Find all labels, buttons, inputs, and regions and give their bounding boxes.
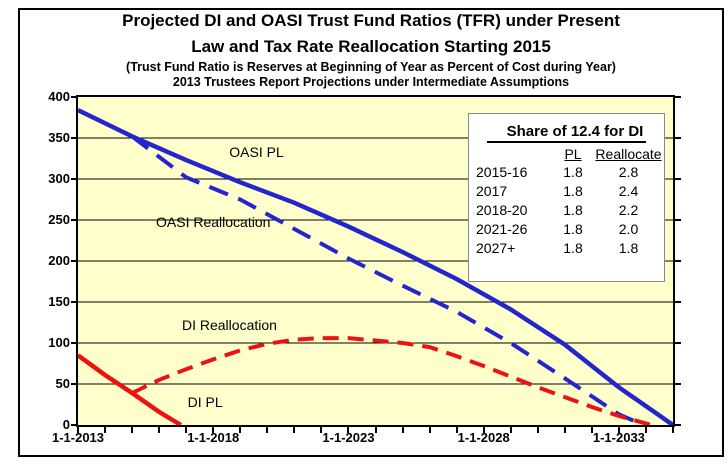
y-axis-tick-right xyxy=(675,424,681,426)
series-oasi-pl xyxy=(78,108,673,425)
x-axis-tick xyxy=(482,427,485,433)
y-axis-tick-left xyxy=(71,96,78,98)
inset-table-row: 2027+ 1.8 1.8 xyxy=(472,239,663,258)
y-axis-tick-right xyxy=(675,219,681,221)
y-axis-tick-right xyxy=(675,383,681,385)
y-axis-tick-right xyxy=(675,96,681,98)
inset-cell-reallocate: 2.8 xyxy=(618,164,639,180)
y-axis-tick-left xyxy=(71,383,78,385)
x-axis-tick xyxy=(672,427,674,433)
inset-table-row: 2015-16 1.8 2.8 xyxy=(472,163,663,182)
y-axis-tick-right xyxy=(675,342,681,344)
chart-title-line1: Projected DI and OASI Trust Fund Ratios … xyxy=(122,11,620,30)
inset-cell-period: 2027+ xyxy=(476,240,516,256)
y-axis-label: 200 xyxy=(48,253,70,268)
x-axis-tick xyxy=(293,427,296,433)
x-axis-label: 1-1-2023 xyxy=(322,430,375,445)
chart-subtitle-line1: (Trust Fund Ratio is Reserves at Beginni… xyxy=(126,60,616,74)
x-axis-tick xyxy=(104,427,107,433)
x-axis-tick xyxy=(509,427,512,433)
inset-table-title: Share of 12.4 for DI xyxy=(469,122,664,143)
y-axis-label: 300 xyxy=(48,171,70,186)
inset-header-row: PL Reallocate xyxy=(472,145,663,163)
x-axis-tick xyxy=(212,427,215,433)
x-axis-tick xyxy=(536,427,539,433)
inset-cell-reallocate: 2.4 xyxy=(618,183,639,199)
inset-table-row: 2018-20 1.8 2.2 xyxy=(472,201,663,220)
inset-cell-pl: 1.8 xyxy=(563,202,583,218)
series-oasi-reallocation xyxy=(130,134,645,425)
plot-area: Share of 12.4 for DI PL Reallocate 2015-… xyxy=(78,97,673,425)
inset-cell-reallocate: 1.8 xyxy=(618,240,639,256)
x-axis-tick xyxy=(77,427,79,433)
inset-cell-period: 2018-20 xyxy=(476,202,528,218)
series-label: DI PL xyxy=(187,394,223,411)
inset-table-body: 2015-16 1.8 2.8 2017 1.8 2.4 2018-20 1.8 2.2 2021… xyxy=(472,163,663,258)
x-axis-tick xyxy=(239,427,242,433)
inset-table-row: 2021-26 1.8 2.0 xyxy=(472,220,663,239)
inset-table: Share of 12.4 for DI PL Reallocate 2015-… xyxy=(468,113,665,282)
inset-cell-period: 2015-16 xyxy=(476,164,528,180)
y-axis-label: 250 xyxy=(48,212,70,227)
inset-cell-pl: 1.8 xyxy=(563,164,583,180)
inset-cell-pl: 1.8 xyxy=(563,183,583,199)
y-axis-label: 0 xyxy=(62,417,70,432)
y-axis-tick-left xyxy=(71,424,78,426)
y-axis-tick-right xyxy=(675,137,681,139)
x-axis-tick xyxy=(185,427,188,433)
chart-subtitle-line2: 2013 Trustees Report Projections under I… xyxy=(172,75,570,89)
x-axis-label: 1-1-2018 xyxy=(187,430,240,445)
y-axis-tick-left xyxy=(71,260,78,262)
inset-cell-pl: 1.8 xyxy=(563,221,583,237)
y-axis-label: 100 xyxy=(48,335,70,350)
x-axis-tick xyxy=(590,427,593,433)
inset-table-title-text: Share of 12.4 for DI xyxy=(486,123,647,143)
x-axis-tick xyxy=(563,427,566,433)
y-axis-tick-left xyxy=(71,301,78,303)
y-axis-tick-right xyxy=(675,260,681,262)
y-axis-label: 400 xyxy=(48,89,70,104)
series-label: OASI PL xyxy=(229,143,284,160)
y-axis-label: 150 xyxy=(48,294,70,309)
inset-table-row: 2017 1.8 2.4 xyxy=(472,182,663,201)
x-axis-tick xyxy=(320,427,323,433)
chart-title-line2: Law and Tax Rate Reallocation Starting 2… xyxy=(191,37,551,56)
x-axis-tick xyxy=(401,427,404,433)
inset-cell-reallocate: 2.0 xyxy=(618,221,639,237)
y-axis-tick-right xyxy=(675,301,681,303)
inset-header-reallocate: Reallocate xyxy=(595,146,662,162)
series-di-pl xyxy=(78,353,182,425)
y-axis-tick-left xyxy=(71,178,78,180)
inset-cell-reallocate: 2.2 xyxy=(618,202,639,218)
inset-data-table: PL Reallocate 2015-16 1.8 2.8 2017 1.8 2.4 201… xyxy=(472,145,663,258)
x-axis-tick xyxy=(158,427,161,433)
y-axis-label: 50 xyxy=(55,376,70,391)
y-axis-label: 350 xyxy=(48,130,70,145)
x-axis-label: 1-1-2033 xyxy=(592,430,645,445)
inset-header-pl: PL xyxy=(564,146,582,162)
inset-cell-pl: 1.8 xyxy=(563,240,583,256)
series-label: OASI Reallocation xyxy=(156,213,271,230)
y-axis-tick-left xyxy=(71,342,78,344)
x-axis-tick xyxy=(266,427,269,433)
y-axis-tick-right xyxy=(675,178,681,180)
series-label: DI Reallocation xyxy=(181,316,277,333)
series-di-reallocation xyxy=(131,336,652,425)
x-axis-tick xyxy=(644,427,647,433)
x-axis-tick xyxy=(617,427,620,433)
x-axis-tick xyxy=(428,427,431,433)
inset-header-empty xyxy=(472,145,552,163)
inset-cell-period: 2017 xyxy=(476,183,508,199)
x-axis-tick xyxy=(374,427,377,433)
x-axis-tick xyxy=(455,427,458,433)
x-axis-tick xyxy=(131,427,134,433)
y-axis-tick-left xyxy=(71,137,78,139)
x-axis-label: 1-1-2013 xyxy=(51,430,105,445)
y-axis-tick-left xyxy=(71,219,78,221)
inset-cell-period: 2021-26 xyxy=(476,221,528,237)
x-axis-tick xyxy=(347,427,350,433)
x-axis-label: 1-1-2028 xyxy=(457,430,510,445)
